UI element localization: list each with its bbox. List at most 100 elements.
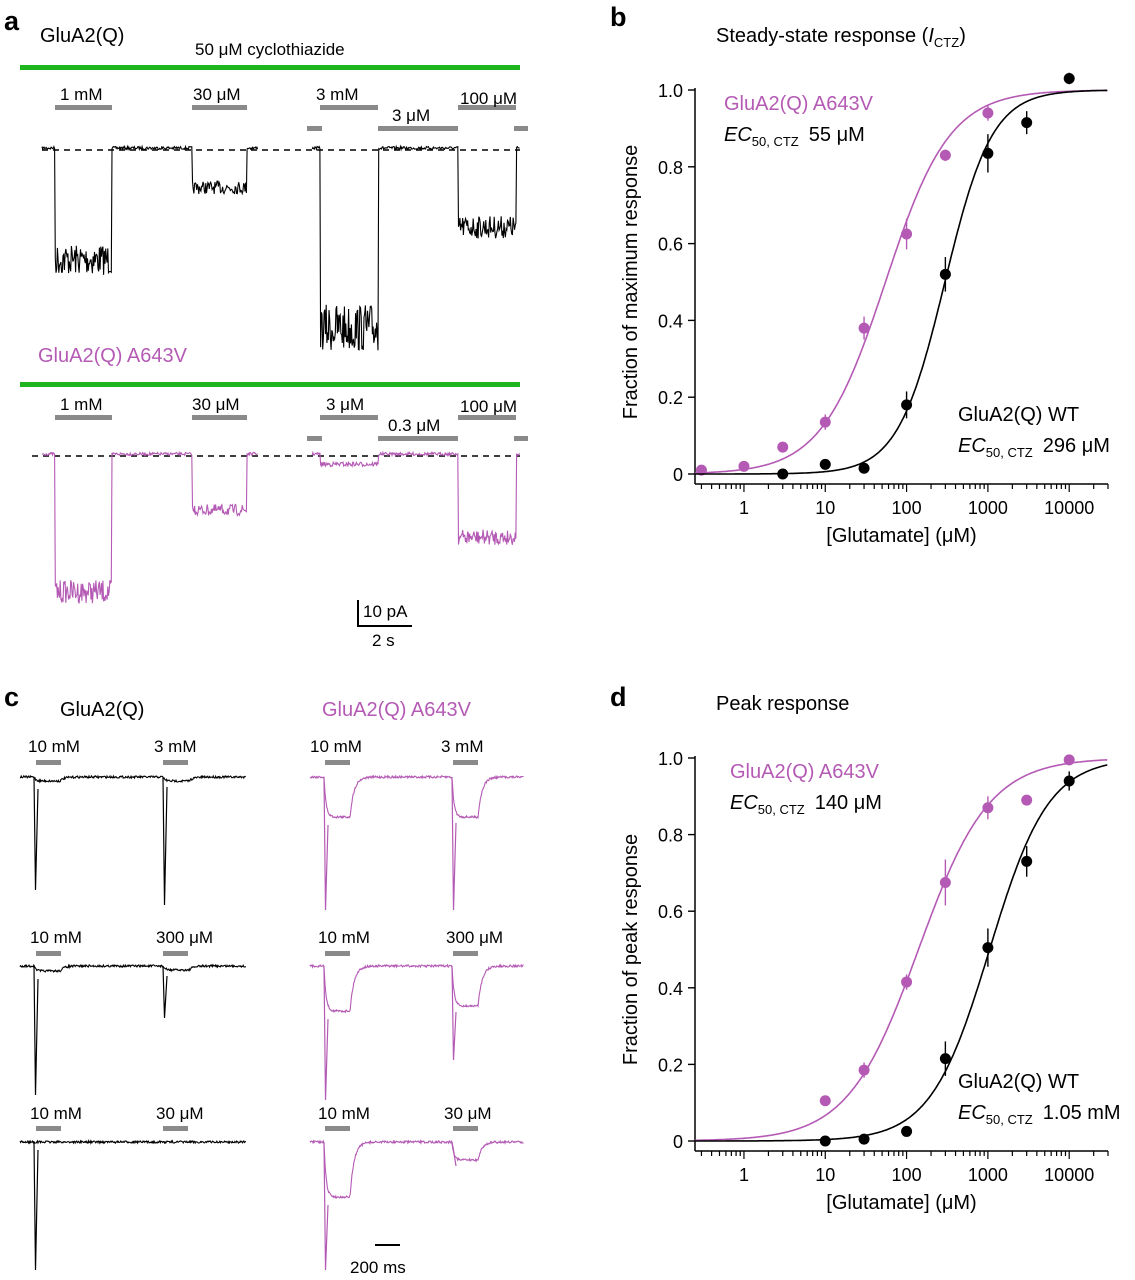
application-bar <box>325 760 350 765</box>
col-wt-name: GluA2(Q) <box>60 699 144 721</box>
transient-peak <box>451 1141 457 1167</box>
data-point <box>738 460 750 472</box>
data-point <box>982 147 994 159</box>
app-label: 300 μM <box>156 928 213 947</box>
data-point <box>1021 117 1033 129</box>
data-point <box>939 1053 951 1065</box>
application-labels-mutant: 1 mM 30 μM 3 μM 0.3 μM 100 μM <box>60 395 517 435</box>
application-bar <box>55 415 112 420</box>
data-point <box>1063 754 1075 766</box>
application-bar <box>36 760 61 765</box>
x-tick-label: 1 <box>739 498 749 518</box>
data-point <box>1021 794 1033 806</box>
application-bar <box>320 415 378 420</box>
data-point <box>982 942 994 954</box>
x-tick-label: 1000 <box>968 1165 1008 1185</box>
transient-peak <box>33 965 39 1096</box>
data-point <box>858 1133 870 1145</box>
panel-b-title: Steady-state response (ICTZ) <box>716 25 966 50</box>
trace-path <box>41 144 520 351</box>
y-tick-label: 0.4 <box>658 979 683 999</box>
app-label: 30 μM <box>192 395 240 414</box>
data-point <box>1063 775 1075 787</box>
data-point <box>819 416 831 428</box>
mutant-series-label: GluA2(Q) A643V <box>730 761 880 783</box>
app-label: 0.3 μM <box>388 416 440 435</box>
y-tick-label: 1.0 <box>658 749 683 769</box>
panel-d-label: d <box>610 682 627 712</box>
app-label: 10 mM <box>318 928 370 947</box>
panel-d-title: Peak response <box>716 693 849 715</box>
data-point <box>901 228 913 240</box>
application-bar <box>453 760 478 765</box>
app-label: 1 mM <box>60 395 103 414</box>
y-tick-label: 0.6 <box>658 902 683 922</box>
wt-ec50: EC50, CTZ 296 μM <box>958 435 1110 460</box>
app-label: 3 mM <box>441 737 484 756</box>
data-point <box>819 458 831 470</box>
trace-path <box>19 774 247 784</box>
trace-path <box>309 963 524 1014</box>
data-point <box>695 464 707 476</box>
y-axis-label: Fraction of peak response <box>620 834 642 1065</box>
y-tick-label: 0.6 <box>658 235 683 255</box>
application-bar <box>325 1126 350 1131</box>
application-bars-wt <box>55 105 528 131</box>
mutant-ec50: EC50, CTZ 140 μM <box>730 792 882 817</box>
app-label: 30 μM <box>444 1104 492 1123</box>
data-point <box>777 441 789 453</box>
data-point <box>939 149 951 161</box>
data-point <box>1063 72 1075 84</box>
application-bar <box>36 951 61 956</box>
transient-peak <box>162 776 168 906</box>
application-bar <box>514 436 528 441</box>
app-label: 3 mM <box>316 85 359 104</box>
y-tick-label: 0 <box>673 1132 683 1152</box>
x-tick-label: 10 <box>815 1165 835 1185</box>
transient-peak <box>323 776 329 911</box>
scale-bar-c: 200 ms <box>350 1244 406 1277</box>
data-point <box>858 1064 870 1076</box>
x-tick-label: 1 <box>739 1165 749 1185</box>
x-tick-label: 10000 <box>1044 498 1094 518</box>
y-tick-label: 0.8 <box>658 158 683 178</box>
scale-bar-a: 10 pA 2 s <box>357 600 412 650</box>
transient-peak <box>323 965 329 1101</box>
application-bar <box>514 126 528 131</box>
drug-application-bar <box>20 382 520 387</box>
wt-series-label: GluA2(Q) WT <box>958 404 1079 426</box>
application-bar <box>378 436 458 441</box>
current-trace-mutant <box>41 450 520 604</box>
wt-series-label: GluA2(Q) WT <box>958 1071 1079 1093</box>
app-label: 300 μM <box>446 928 503 947</box>
application-bar <box>192 105 247 110</box>
app-label: 10 mM <box>30 1104 82 1123</box>
y-tick-label: 0.2 <box>658 1055 683 1075</box>
trace-mutant-name: GluA2(Q) A643V <box>38 345 188 367</box>
application-bar <box>307 126 322 131</box>
data-point <box>939 876 951 888</box>
data-point <box>901 1125 913 1137</box>
trace-path <box>19 963 247 974</box>
scale-x-label: 2 s <box>372 631 395 650</box>
drug-application-bar <box>20 65 520 70</box>
transient-peak <box>33 776 39 891</box>
application-bar <box>163 951 188 956</box>
mutant-series-label: GluA2(Q) A643V <box>724 93 874 115</box>
app-label: 10 mM <box>318 1104 370 1123</box>
application-bar <box>453 1126 478 1131</box>
app-label: 100 μM <box>460 397 517 416</box>
app-label: 10 mM <box>310 737 362 756</box>
x-axis-label: [Glutamate] (μM) <box>826 1192 976 1214</box>
trace-path <box>309 1139 524 1200</box>
y-axis-label: Fraction of maximum response <box>620 145 642 420</box>
scale-y-label: 10 pA <box>363 602 408 621</box>
fit-curve <box>695 764 1108 1142</box>
transient-peak <box>451 965 457 1061</box>
data-point <box>939 268 951 280</box>
fit-curve <box>695 759 1108 1142</box>
transient-peak <box>323 1141 329 1271</box>
fit-curve <box>695 89 1108 475</box>
x-axis-label: [Glutamate] (μM) <box>826 525 976 547</box>
